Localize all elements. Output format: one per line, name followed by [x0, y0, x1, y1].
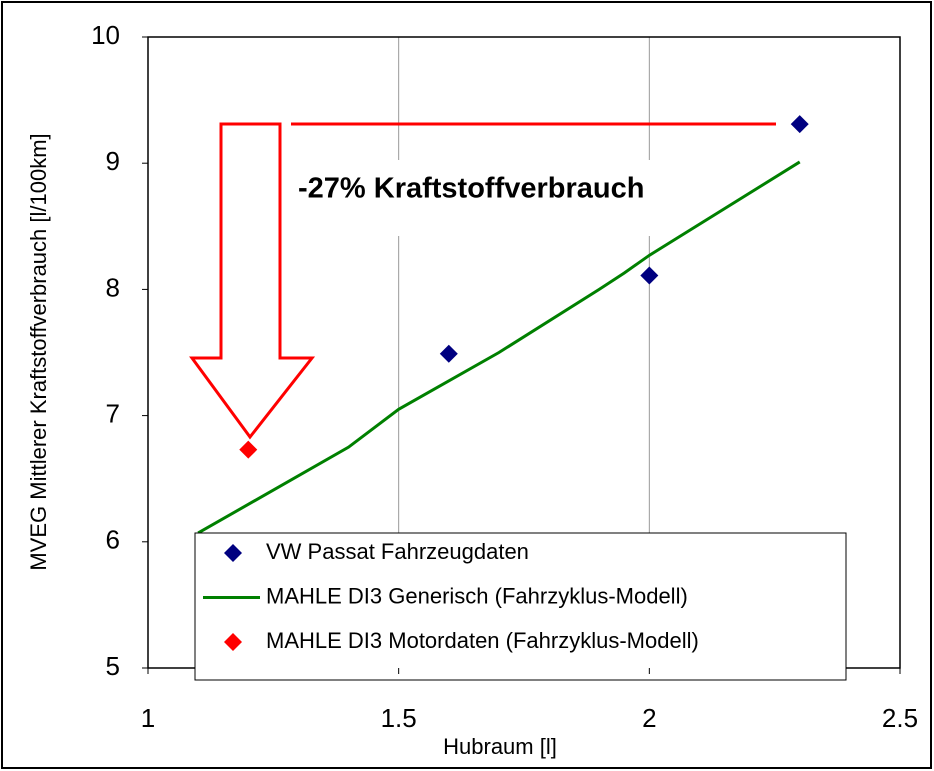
y-tick-label: 8 — [106, 272, 120, 302]
arrow — [189, 122, 316, 440]
x-tick-label: 1 — [141, 703, 155, 733]
legend-label: MAHLE DI3 Generisch (Fahrzyklus-Modell) — [266, 583, 688, 608]
point — [439, 344, 458, 363]
x-tick-label: 2.5 — [882, 703, 918, 733]
point — [640, 266, 659, 285]
legend-layer: VW Passat Fahrzeugdaten MAHLE DI3 Generis… — [203, 539, 699, 653]
y-tick-label: 10 — [91, 20, 120, 50]
annotation: -27% Kraftstoffverbrauch — [298, 173, 644, 205]
line — [197, 160, 801, 535]
legend — [194, 532, 847, 681]
x-tick-label: 2 — [642, 703, 656, 733]
point — [239, 440, 258, 459]
y-tick-label: 7 — [106, 398, 120, 428]
y-tick-label: 5 — [106, 651, 120, 681]
point — [790, 115, 809, 134]
legend-swatch — [224, 544, 242, 562]
y-tick-label: 9 — [106, 146, 120, 176]
y-tick-label: 6 — [106, 525, 120, 555]
legend-label: MAHLE DI3 Motordaten (Fahrzyklus-Modell) — [266, 628, 699, 653]
y-axis-label: MVEG Mittlerer Kraftstoffverbrauch [l/10… — [26, 133, 51, 570]
legend-swatch — [224, 633, 242, 651]
x-axis-label: Hubraum [l] — [443, 734, 557, 759]
legend-label: VW Passat Fahrzeugdaten — [266, 539, 529, 564]
annotation-background — [290, 160, 730, 236]
marks-layer — [197, 115, 809, 535]
x-tick-label: 1.5 — [381, 703, 417, 733]
